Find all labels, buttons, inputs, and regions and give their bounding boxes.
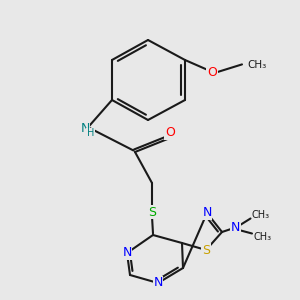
Text: H: H: [87, 128, 94, 138]
Text: N: N: [122, 247, 132, 260]
Text: N: N: [202, 206, 212, 220]
Text: S: S: [202, 244, 210, 256]
Text: O: O: [165, 126, 175, 139]
Text: N: N: [231, 221, 240, 234]
Text: O: O: [207, 65, 217, 79]
Text: N: N: [80, 122, 90, 134]
Text: CH₃: CH₃: [248, 60, 267, 70]
Text: CH₃: CH₃: [254, 232, 272, 242]
Text: N: N: [153, 277, 163, 290]
Text: S: S: [148, 206, 156, 218]
Text: CH₃: CH₃: [252, 211, 270, 220]
